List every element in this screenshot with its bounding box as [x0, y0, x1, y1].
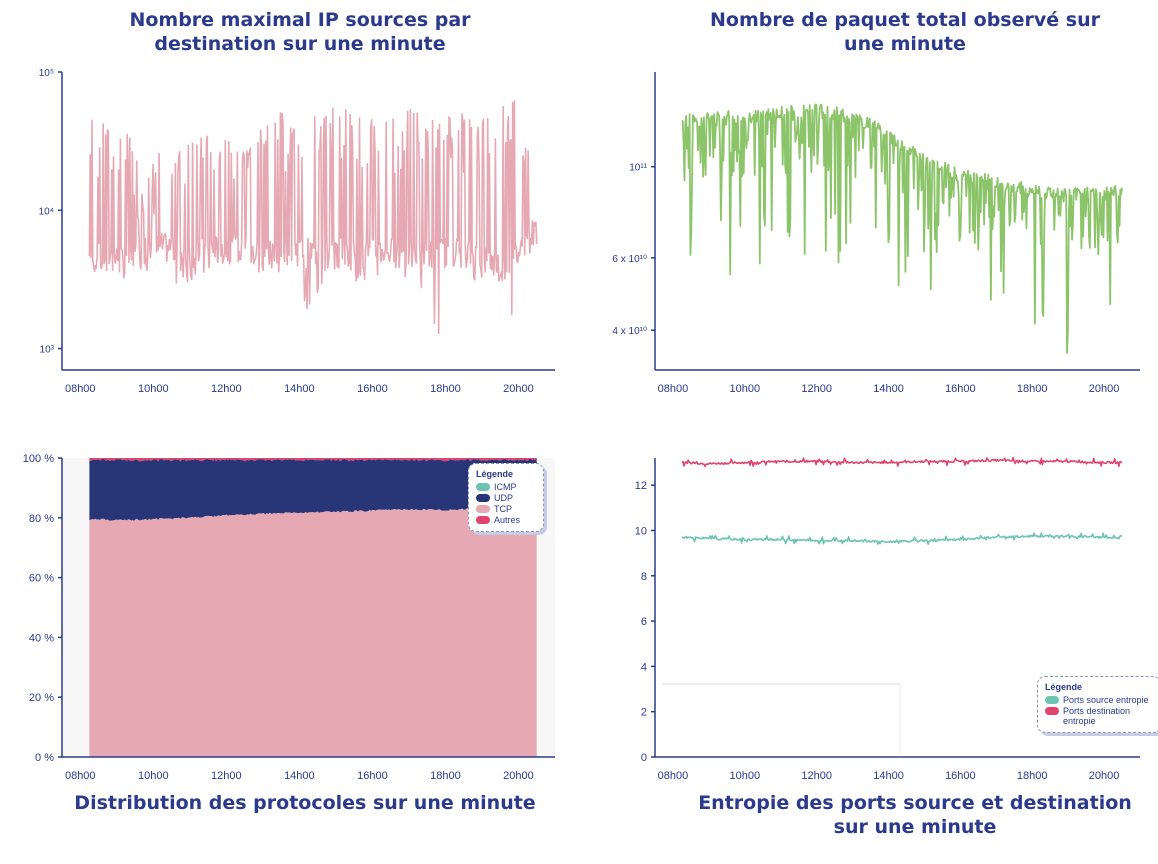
x-tick-label: 16h00	[945, 770, 976, 782]
legend-item-tcp: TCP	[476, 504, 536, 514]
series-line-destination-entropy	[681, 456, 1123, 468]
legend-label-autres: Autres	[494, 515, 521, 525]
y-tick-label: 10³	[40, 345, 55, 356]
x-tick-label: 10h00	[730, 770, 761, 782]
swatch-tcp	[476, 505, 490, 513]
x-tick-label: 10h00	[730, 383, 761, 395]
legend-item-destination: Ports destination entropie	[1045, 706, 1153, 726]
x-tick-label: 14h00	[873, 383, 904, 395]
title-sources: Nombre maximal IP sources par destinatio…	[129, 9, 471, 55]
y-tick-label: 10⁴	[39, 206, 54, 217]
legend-item-autres: Autres	[476, 515, 536, 525]
swatch-destination	[1045, 707, 1059, 715]
swatch-udp	[476, 494, 490, 502]
x-tick-label: 16h00	[357, 770, 388, 782]
x-tick-label: 10h00	[138, 383, 169, 395]
area-autres	[89, 458, 537, 462]
legend-label-source: Ports source entropie	[1063, 695, 1149, 705]
legend-entropy-title: Légende	[1045, 682, 1083, 692]
legend-label-udp: UDP	[494, 493, 514, 503]
chart-packets: 4 x 10¹⁰ 6 x 10¹⁰ 10¹¹ 08h00 10h00 12h00 14h00…	[612, 72, 1140, 395]
swatch-source	[1045, 696, 1059, 704]
y-tick-label: 12	[635, 480, 647, 492]
swatch-icmp	[476, 483, 490, 491]
x-tick-label: 20h00	[1089, 770, 1120, 782]
y-tick-label: 20 %	[29, 692, 54, 704]
x-tick-label: 20h00	[1089, 383, 1120, 395]
legend-entropy: Légende Ports source entropie Ports dest…	[1037, 676, 1158, 733]
y-tick-label: 0	[641, 752, 647, 764]
x-tick-label: 14h00	[284, 770, 315, 782]
y-tick-label: 40 %	[29, 632, 54, 644]
x-tick-label: 08h00	[65, 770, 96, 782]
legend-label-destination: Ports destination entropie	[1063, 706, 1131, 726]
title-packets: Nombre de paquet total observé sur une m…	[710, 9, 1100, 55]
y-tick-label: 4	[641, 661, 647, 673]
series-line-sources	[88, 100, 538, 335]
chart-entropy: 0 2 4 6 8 10 12 08h00 10h00 12h00 14h00 16h00 18h00 2…	[635, 456, 1140, 782]
y-tick-label: 10	[635, 525, 647, 537]
x-tick-label: 18h00	[1017, 383, 1048, 395]
x-tick-label: 16h00	[357, 383, 388, 395]
x-tick-label: 18h00	[1017, 770, 1048, 782]
y-tick-label: 4 x 10¹⁰	[612, 326, 647, 337]
y-tick-label: 80 %	[29, 513, 54, 525]
x-tick-label: 18h00	[430, 383, 461, 395]
x-tick-label: 14h00	[873, 770, 904, 782]
series-line-packets	[681, 103, 1123, 354]
legend-label-icmp: ICMP	[494, 482, 517, 492]
x-tick-label: 18h00	[430, 770, 461, 782]
y-tick-label: 6	[641, 616, 647, 628]
legend-protocols-title: Légende	[476, 469, 514, 479]
series-line-source-entropy	[681, 532, 1123, 545]
y-tick-label: 10¹¹	[629, 163, 647, 174]
x-tick-label: 08h00	[658, 383, 689, 395]
y-tick-label: 8	[641, 571, 647, 583]
y-tick-label: 6 x 10¹⁰	[612, 254, 647, 265]
swatch-autres	[476, 516, 490, 524]
title-entropy: Entropie des ports source et destination…	[698, 792, 1132, 838]
y-tick-label: 10⁵	[39, 68, 54, 79]
area-udp	[89, 458, 537, 521]
legend-protocols: Légende ICMP UDP TCP Autres	[468, 463, 544, 532]
legend-item-udp: UDP	[476, 493, 536, 503]
legend-label-tcp: TCP	[494, 504, 512, 514]
x-tick-label: 14h00	[284, 383, 315, 395]
x-tick-label: 12h00	[211, 383, 242, 395]
x-tick-label: 20h00	[503, 383, 534, 395]
x-tick-label: 12h00	[801, 383, 832, 395]
x-tick-label: 16h00	[945, 383, 976, 395]
x-tick-label: 20h00	[503, 770, 534, 782]
y-tick-label: 0 %	[35, 752, 54, 764]
x-tick-label: 12h00	[801, 770, 832, 782]
x-tick-label: 12h00	[211, 770, 242, 782]
x-tick-label: 10h00	[138, 770, 169, 782]
y-tick-label: 2	[641, 707, 647, 719]
legend-item-icmp: ICMP	[476, 482, 536, 492]
title-protocols: Distribution des protocoles sur une minu…	[74, 792, 536, 814]
x-tick-label: 08h00	[658, 770, 689, 782]
chart-sources: 10³ 10⁴ 10⁵ 08h00 10h00 12h00 14h00 16h00 18h00 2…	[39, 68, 555, 395]
x-tick-label: 08h00	[65, 383, 96, 395]
y-tick-label: 60 %	[29, 573, 54, 585]
y-tick-label: 100 %	[23, 453, 54, 465]
area-tcp	[89, 506, 537, 757]
legend-item-source: Ports source entropie	[1045, 695, 1153, 705]
